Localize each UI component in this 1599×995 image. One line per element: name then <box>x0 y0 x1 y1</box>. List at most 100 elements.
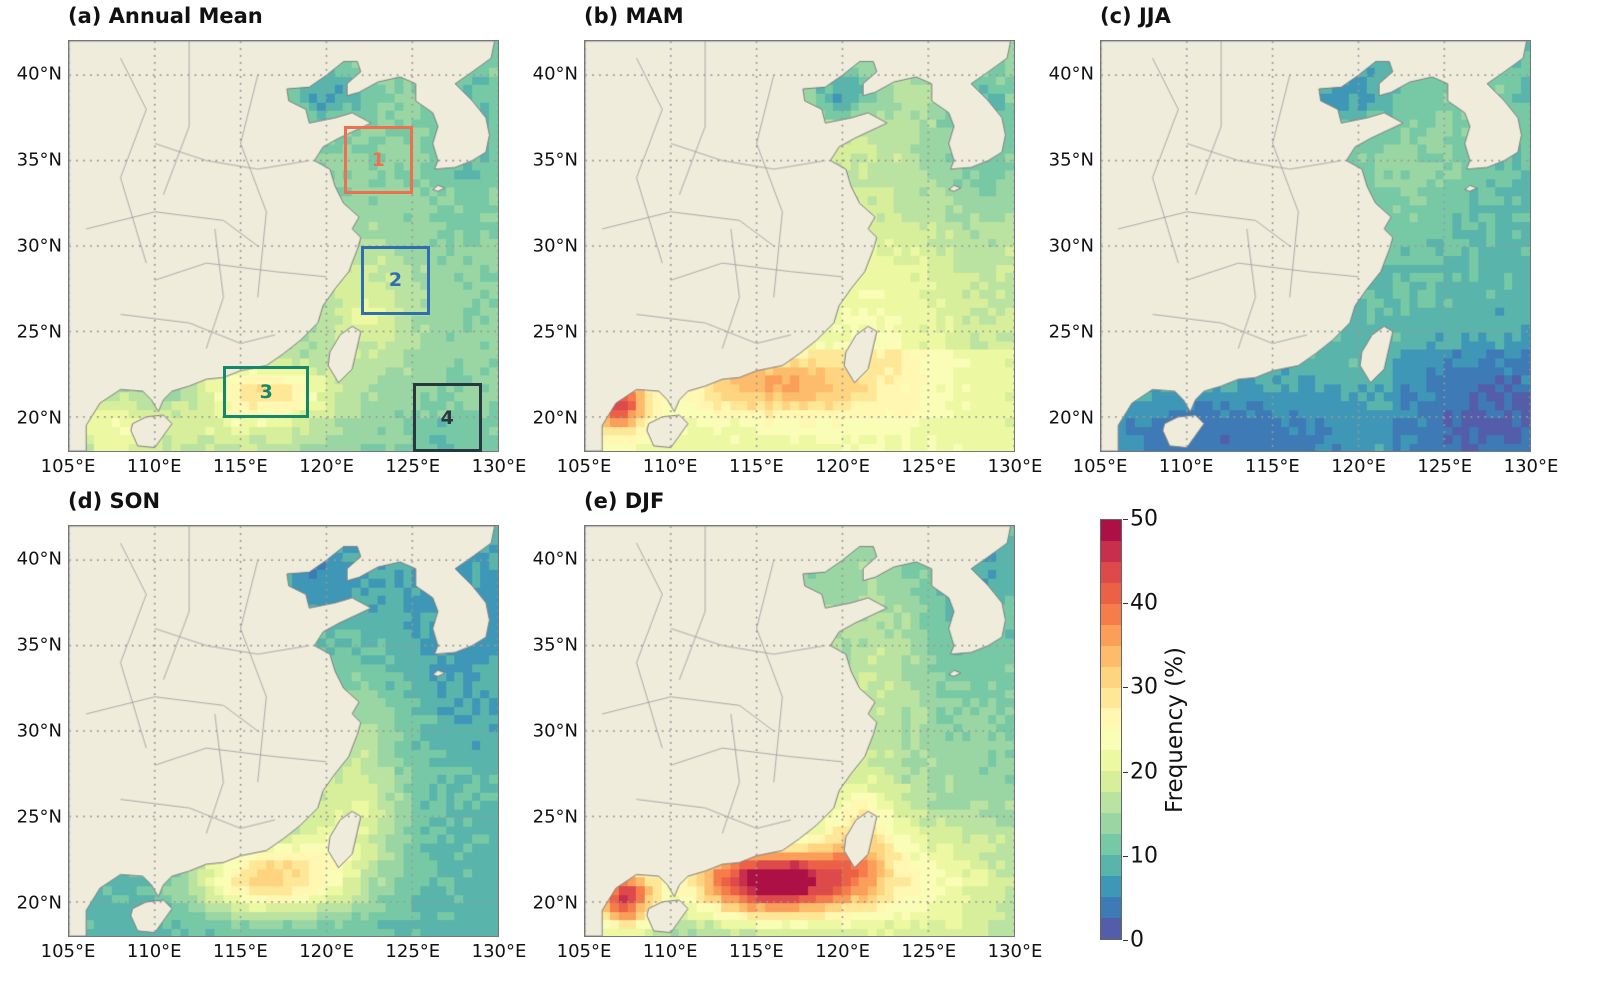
lon-tick-label: 105°E <box>40 941 96 962</box>
lat-tick-label: 25°N <box>1048 321 1094 343</box>
region-box-1: 1 <box>343 125 413 195</box>
lon-tick-label: 130°E <box>1503 456 1559 477</box>
lon-tick-label: 115°E <box>213 941 268 962</box>
lat-tick-label: 30°N <box>16 235 62 257</box>
lat-tick-label: 25°N <box>16 806 62 828</box>
map-panel-e: (e) DJF 40°N 35°N 30°N 25°N 20°N 105°E 110°E 115… <box>533 489 1043 962</box>
lon-tick-label: 115°E <box>729 941 784 962</box>
lon-tick-label: 105°E <box>1072 456 1128 477</box>
colorbar-tick <box>1123 687 1128 689</box>
colorbar-level <box>1101 792 1121 814</box>
colorbar-level <box>1101 750 1121 772</box>
lon-tick-label: 110°E <box>642 456 698 477</box>
lat-tick-label: 20°N <box>16 892 62 914</box>
lat-tick-label: 30°N <box>16 720 62 742</box>
colorbar-level <box>1101 708 1121 730</box>
colorbar-level <box>1101 687 1121 709</box>
lon-tick-label: 125°E <box>901 941 957 962</box>
lon-tick-label: 115°E <box>1245 456 1300 477</box>
panel-title: (c) JJA <box>1100 4 1171 28</box>
lon-tick-label: 120°E <box>815 941 870 962</box>
colorbar-tick <box>1123 771 1128 773</box>
colorbar-level <box>1101 875 1121 897</box>
colorbar-level <box>1101 603 1121 625</box>
panel-title: (e) DJF <box>584 489 665 513</box>
lat-tick-label: 30°N <box>532 235 578 257</box>
colorbar-level <box>1101 540 1121 562</box>
lon-tick-label: 130°E <box>987 456 1043 477</box>
frequency-map <box>584 525 1015 937</box>
lat-tick-label: 25°N <box>532 806 578 828</box>
lon-tick-label: 125°E <box>1417 456 1473 477</box>
colorbar-level <box>1101 666 1121 688</box>
lon-tick-label: 110°E <box>126 456 182 477</box>
colorbar-tick <box>1123 603 1128 605</box>
lon-tick-label: 110°E <box>126 941 182 962</box>
map-panel-c: (c) JJA 40°N 35°N 30°N 25°N 20°N 105°E 110°E 115… <box>1049 4 1559 477</box>
colorbar <box>1100 519 1122 940</box>
colorbar-tick-label: 50 <box>1130 506 1158 532</box>
panel-title: (d) SON <box>68 489 161 513</box>
colorbar-level <box>1101 561 1121 583</box>
lat-tick-label: 30°N <box>1048 235 1094 257</box>
lon-tick-label: 105°E <box>556 456 612 477</box>
lat-tick-label: 20°N <box>532 407 578 429</box>
lat-tick-label: 35°N <box>1048 149 1094 171</box>
region-label: 3 <box>259 380 273 403</box>
colorbar-level <box>1101 834 1121 855</box>
lat-tick-label: 40°N <box>16 548 62 570</box>
colorbar-tick-label: 0 <box>1130 927 1144 953</box>
lon-tick-label: 105°E <box>556 941 612 962</box>
lon-tick-label: 120°E <box>299 456 354 477</box>
colorbar-tick <box>1123 519 1128 520</box>
region-box-3: 3 <box>223 366 310 418</box>
lon-tick-label: 120°E <box>1331 456 1386 477</box>
colorbar-level <box>1101 813 1121 835</box>
lat-tick-label: 40°N <box>1048 63 1094 85</box>
frequency-map <box>1100 40 1531 452</box>
region-label: 1 <box>371 149 385 172</box>
lat-tick-label: 35°N <box>16 634 62 656</box>
lon-tick-label: 130°E <box>471 941 527 962</box>
lat-tick-label: 40°N <box>16 63 62 85</box>
colorbar-tick-label: 10 <box>1130 843 1158 869</box>
colorbar-level <box>1101 645 1121 667</box>
frequency-map <box>68 525 499 937</box>
lat-tick-label: 30°N <box>532 720 578 742</box>
colorbar-level <box>1101 582 1121 604</box>
map-panel-d: (d) SON 40°N 35°N 30°N 25°N 20°N 105°E 110°E 115… <box>17 489 527 962</box>
lon-tick-label: 125°E <box>385 941 441 962</box>
lat-tick-label: 20°N <box>16 407 62 429</box>
region-label: 4 <box>440 406 454 429</box>
lat-tick-label: 40°N <box>532 63 578 85</box>
panel-title: (b) MAM <box>584 4 684 28</box>
colorbar-tick-label: 30 <box>1130 674 1158 700</box>
lat-tick-label: 40°N <box>532 548 578 570</box>
lon-tick-label: 105°E <box>40 456 96 477</box>
colorbar-level <box>1101 917 1121 939</box>
colorbar-level <box>1101 896 1121 918</box>
lat-tick-label: 35°N <box>532 149 578 171</box>
lat-tick-label: 20°N <box>532 892 578 914</box>
lon-tick-label: 125°E <box>901 456 957 477</box>
lon-tick-label: 120°E <box>815 456 870 477</box>
colorbar-tick-label: 20 <box>1130 759 1158 785</box>
map-panel-a: (a) Annual Mean 40°N 35°N 30°N 25°N 20°N 105°E… <box>17 4 527 477</box>
colorbar-tick <box>1123 940 1128 941</box>
region-box-2: 2 <box>361 246 431 315</box>
colorbar-tick-label: 40 <box>1130 590 1158 616</box>
region-box-4: 4 <box>412 383 482 452</box>
lon-tick-label: 120°E <box>299 941 354 962</box>
map-panel-b: (b) MAM 40°N 35°N 30°N 25°N 20°N 105°E 110°E 115… <box>533 4 1043 477</box>
lat-tick-label: 25°N <box>532 321 578 343</box>
lat-tick-label: 35°N <box>532 634 578 656</box>
lon-tick-label: 115°E <box>729 456 784 477</box>
colorbar-level <box>1101 624 1121 646</box>
lon-tick-label: 125°E <box>385 456 441 477</box>
colorbar-level <box>1101 855 1121 876</box>
lat-tick-label: 25°N <box>16 321 62 343</box>
colorbar-level <box>1101 729 1121 751</box>
region-label: 2 <box>388 269 403 292</box>
lon-tick-label: 110°E <box>642 941 698 962</box>
colorbar-level <box>1101 771 1121 793</box>
